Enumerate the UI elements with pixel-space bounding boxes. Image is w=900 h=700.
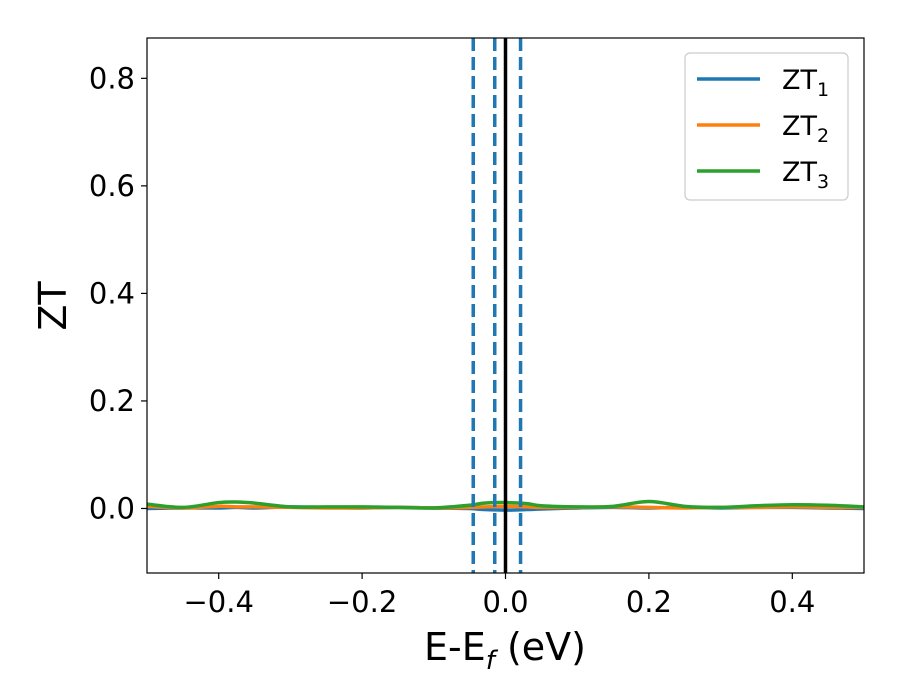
y-tick-label: 0.8 [89,61,135,95]
x-tick-label: −0.4 [183,585,253,619]
vline-layer [471,38,523,573]
x-tick-label: 0.4 [769,585,815,619]
y-tick-label: 0.2 [89,384,135,418]
legend-label-zt3: ZT3 [782,157,829,193]
x-tick-label: 0.0 [482,585,528,619]
legend-box [684,52,849,201]
x-axis-ticks: −0.4 −0.2 0.0 0.2 0.4 [183,573,815,619]
y-tick-label: 0.6 [89,169,135,203]
x-axis-label-unit: (eV) [495,625,586,669]
y-axis-label: ZT [31,281,75,331]
legend-label-zt1: ZT1 [782,65,829,101]
legend-label-zt2: ZT2 [782,111,829,147]
x-axis-label-main: E-E [424,625,486,669]
x-tick-label: −0.2 [327,585,397,619]
y-axis-ticks: 0.0 0.2 0.4 0.6 0.8 [89,61,147,525]
legend: ZT1 ZT2 ZT3 [684,52,849,201]
x-tick-label: 0.2 [626,585,672,619]
y-tick-label: 0.0 [89,491,135,525]
x-axis-label: E-Ef (eV) [424,625,586,676]
y-tick-label: 0.4 [89,276,135,310]
